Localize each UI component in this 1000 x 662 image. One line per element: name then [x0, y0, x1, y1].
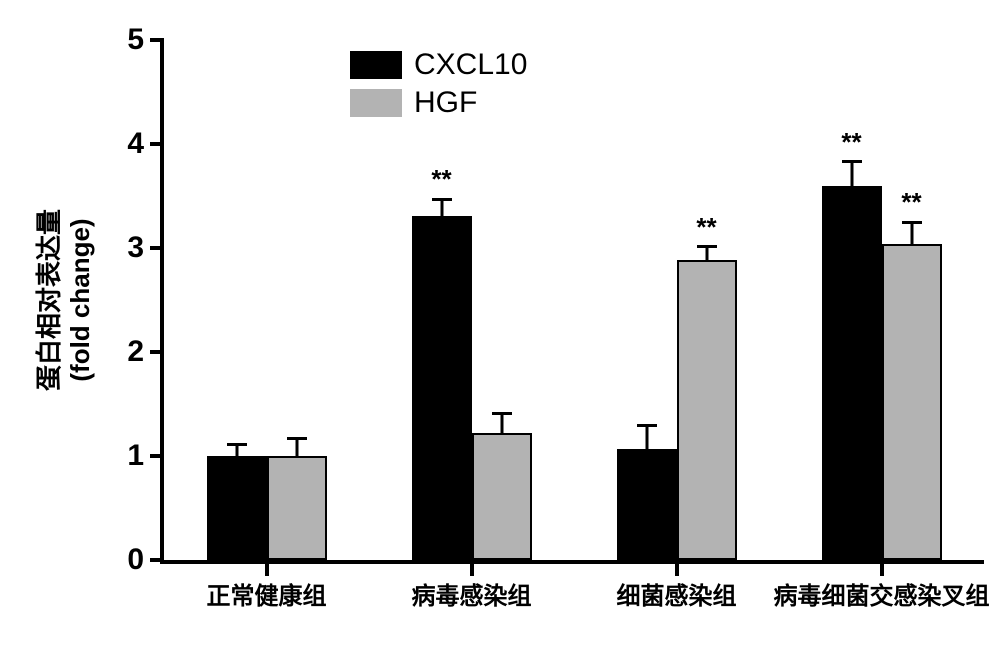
- bar-HGF: [267, 456, 327, 560]
- bar-CXCL10: **: [412, 216, 472, 560]
- error-cap: [432, 198, 452, 201]
- significance-marker: **: [901, 187, 921, 218]
- legend-label: HGF: [414, 86, 477, 120]
- plot-area: 正常健康组**病毒感染组**细菌感染组****病毒细菌交感染叉组 012345: [160, 40, 984, 564]
- y-axis-title-l1: 蛋白相对表达量: [34, 209, 64, 391]
- error-bar: [235, 445, 238, 456]
- x-axis-label: 病毒细菌交感染叉组: [774, 560, 990, 611]
- bar-HGF: **: [677, 260, 737, 560]
- x-axis-label: 细菌感染组: [617, 560, 737, 611]
- legend-label: CXCL10: [414, 48, 527, 82]
- bar-group: **细菌感染组: [617, 260, 737, 560]
- error-bar: [500, 413, 503, 433]
- significance-marker: **: [696, 212, 716, 243]
- bar-HGF: [472, 433, 532, 560]
- error-cap: [842, 160, 862, 163]
- error-bar: [440, 199, 443, 216]
- error-cap: [227, 443, 247, 446]
- bar-HGF: **: [882, 244, 942, 560]
- x-axis-label: 病毒感染组: [412, 560, 532, 611]
- error-cap: [287, 437, 307, 440]
- y-tick-label: 4: [127, 127, 164, 161]
- legend-swatch: [350, 51, 402, 79]
- bar: [677, 260, 737, 560]
- error-bar: [850, 162, 853, 186]
- y-tick-label: 3: [127, 231, 164, 265]
- y-axis-title-l2: (fold change): [65, 218, 95, 381]
- legend: CXCL10 HGF: [350, 48, 527, 120]
- error-bar: [295, 438, 298, 456]
- error-cap: [902, 221, 922, 224]
- legend-swatch: [350, 89, 402, 117]
- bar: [617, 449, 677, 560]
- bar: [882, 244, 942, 560]
- bar-CXCL10: [617, 449, 677, 560]
- bar-chart: 正常健康组**病毒感染组**细菌感染组****病毒细菌交感染叉组 012345 …: [20, 20, 1000, 642]
- legend-item: CXCL10: [350, 48, 527, 82]
- y-tick-label: 0: [127, 543, 164, 577]
- error-cap: [637, 424, 657, 427]
- y-tick-label: 1: [127, 439, 164, 473]
- bar: [822, 186, 882, 560]
- legend-item: HGF: [350, 86, 527, 120]
- significance-marker: **: [431, 164, 451, 195]
- bar-group: 正常健康组: [207, 456, 327, 560]
- bar-CXCL10: **: [822, 186, 882, 560]
- error-cap: [697, 245, 717, 248]
- error-bar: [645, 426, 648, 449]
- bar-groups: 正常健康组 **病毒感染组 **细菌感染组 ****病毒细菌交感染叉组: [164, 40, 984, 560]
- error-bar: [910, 222, 913, 244]
- significance-marker: **: [841, 127, 861, 158]
- y-tick-label: 2: [127, 335, 164, 369]
- error-bar: [705, 247, 708, 261]
- bar-CXCL10: [207, 456, 267, 560]
- bar: [207, 456, 267, 560]
- bar: [412, 216, 472, 560]
- y-axis-title: 蛋白相对表达量 (fold change): [34, 209, 96, 391]
- y-tick-label: 5: [127, 23, 164, 57]
- bar: [267, 456, 327, 560]
- bar-group: ****病毒细菌交感染叉组: [822, 186, 942, 560]
- bar-group: **病毒感染组: [412, 216, 532, 560]
- x-axis-label: 正常健康组: [207, 560, 327, 611]
- error-cap: [492, 412, 512, 415]
- bar: [472, 433, 532, 560]
